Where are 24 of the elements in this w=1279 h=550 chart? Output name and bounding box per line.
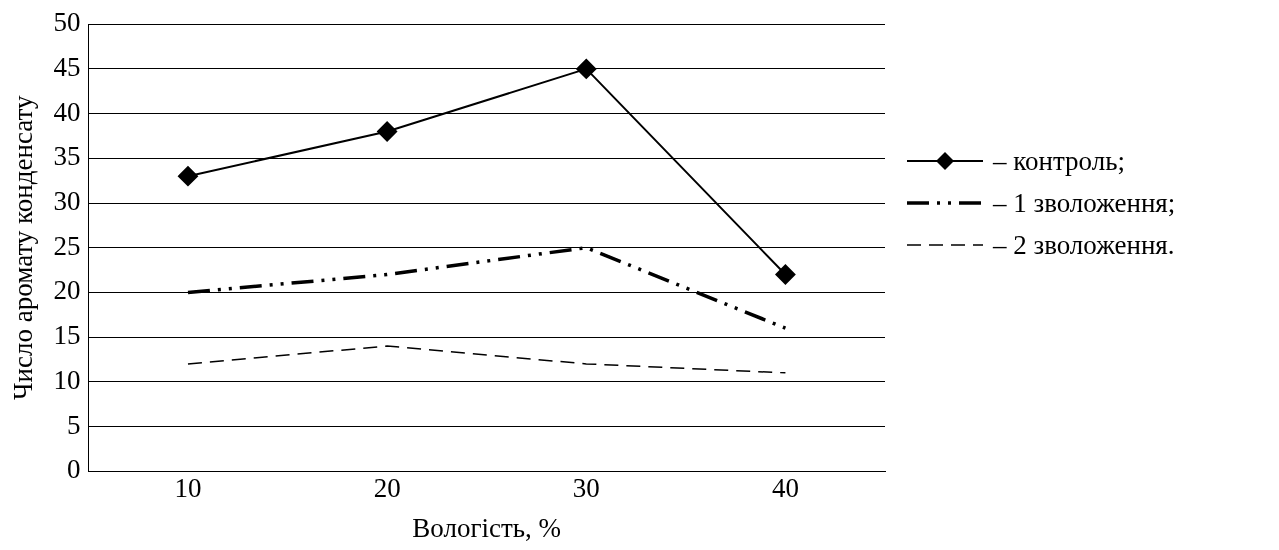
y-tick-label: 25	[53, 230, 81, 261]
point	[576, 58, 597, 79]
legend-label: – 1 зволоження;	[993, 187, 1176, 219]
point	[377, 121, 398, 142]
y-tick-label: 5	[66, 409, 81, 440]
x-tick-label: 20	[373, 473, 401, 504]
y-tick-label: 35	[53, 141, 81, 172]
x-tick-label: 30	[572, 473, 600, 504]
point	[775, 264, 796, 285]
y-tick-label: 30	[53, 186, 81, 217]
x-tick-label: 10	[174, 473, 202, 504]
y-tick-label: 10	[53, 364, 81, 395]
point	[177, 166, 198, 187]
y-tick-label: 0	[66, 454, 81, 485]
x-tick-label: 40	[771, 473, 799, 504]
y-tick-label: 40	[53, 96, 81, 127]
legend-label: – контроль;	[993, 145, 1126, 177]
y-tick-label: 15	[53, 320, 81, 351]
y-tick-label: 50	[53, 7, 81, 38]
y-tick-label: 20	[53, 275, 81, 306]
legend-label: – 2 зволоження.	[993, 229, 1175, 261]
x-axis-title: Вологість, %	[412, 512, 562, 543]
y-tick-label: 45	[53, 51, 81, 82]
y-axis-title: Число аромату конденсату	[8, 94, 39, 400]
